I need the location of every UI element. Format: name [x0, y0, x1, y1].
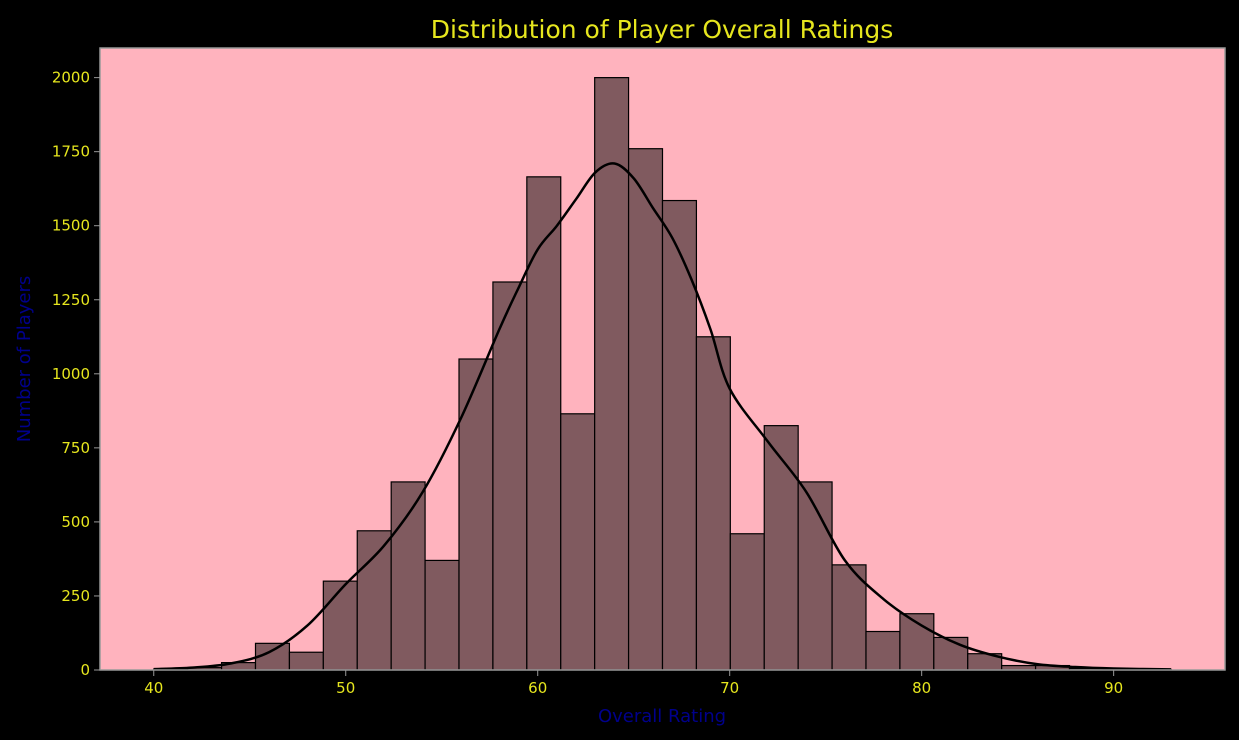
plot-frame	[99, 47, 1226, 671]
kde-curve	[153, 162, 1172, 671]
y-tick-label: 0	[80, 661, 90, 679]
histogram-bar	[390, 481, 426, 671]
y-axis-ticks: 0 250 500 750 1000 1250 1500 1750 2000	[52, 69, 100, 679]
histogram-bar	[424, 559, 460, 671]
histogram-bar	[933, 636, 969, 671]
histogram-bar	[322, 580, 358, 671]
histogram-bar	[763, 425, 799, 671]
y-axis-label: Number of Players	[14, 276, 35, 443]
x-tick-label: 40	[144, 679, 163, 697]
histogram-bar	[594, 77, 630, 671]
histogram-bars	[153, 77, 1172, 671]
y-tick-label: 1750	[52, 143, 90, 161]
histogram-bar	[356, 530, 392, 671]
y-tick-label: 500	[61, 513, 90, 531]
chart-title: Distribution of Player Overall Ratings	[431, 15, 894, 44]
x-axis-ticks: 40 50 60 70 80 90	[144, 670, 1123, 697]
histogram-bar	[797, 481, 833, 671]
x-tick-label: 70	[720, 679, 739, 697]
histogram-bar	[288, 651, 324, 671]
x-tick-label: 90	[1104, 679, 1123, 697]
y-tick-label: 250	[61, 587, 90, 605]
y-tick-label: 2000	[52, 69, 90, 87]
histogram-bar	[560, 413, 596, 671]
x-tick-label: 50	[336, 679, 355, 697]
y-tick-label: 1000	[52, 365, 90, 383]
histogram-bar	[627, 148, 664, 671]
y-tick-label: 1500	[52, 217, 90, 235]
x-tick-label: 80	[912, 679, 931, 697]
histogram-bar	[695, 336, 731, 671]
y-tick-label: 750	[61, 439, 90, 457]
histogram-bar	[661, 199, 698, 671]
histogram-bar	[492, 281, 528, 671]
histogram-bar	[458, 358, 494, 671]
x-axis-label: Overall Rating	[598, 706, 726, 727]
histogram-bar	[729, 533, 765, 671]
y-tick-label: 1250	[52, 291, 90, 309]
histogram-bar	[865, 630, 901, 671]
histogram-bar	[526, 176, 562, 671]
x-tick-label: 60	[528, 679, 547, 697]
